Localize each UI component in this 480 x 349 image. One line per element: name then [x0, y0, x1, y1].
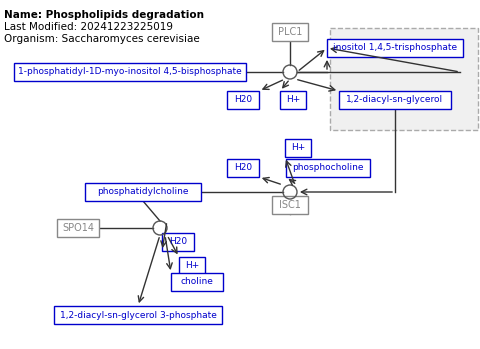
Bar: [227, 91, 259, 109]
Bar: [286, 159, 370, 177]
Bar: [54, 306, 222, 324]
Text: H+: H+: [185, 261, 199, 270]
Text: 1-phosphatidyl-1D-myo-inositol 4,5-bisphosphate: 1-phosphatidyl-1D-myo-inositol 4,5-bisph…: [18, 67, 242, 76]
Text: choline: choline: [180, 277, 214, 287]
Text: H20: H20: [234, 96, 252, 104]
Text: phosphatidylcholine: phosphatidylcholine: [97, 187, 189, 196]
Text: H+: H+: [286, 96, 300, 104]
Bar: [272, 23, 308, 41]
Text: 1,2-diacyl-sn-glycerol 3-phosphate: 1,2-diacyl-sn-glycerol 3-phosphate: [60, 311, 216, 319]
Bar: [327, 39, 463, 57]
Text: phosphocholine: phosphocholine: [292, 163, 364, 172]
Bar: [227, 159, 259, 177]
Text: H20: H20: [169, 238, 187, 246]
Text: Organism: Saccharomyces cerevisiae: Organism: Saccharomyces cerevisiae: [4, 34, 200, 44]
Bar: [285, 139, 311, 157]
Text: SPO14: SPO14: [62, 223, 94, 233]
Text: H+: H+: [291, 143, 305, 153]
Text: PLC1: PLC1: [278, 27, 302, 37]
Bar: [171, 273, 223, 291]
Bar: [179, 257, 205, 275]
Bar: [85, 183, 201, 201]
Bar: [57, 219, 99, 237]
Bar: [14, 63, 246, 81]
Bar: [272, 196, 308, 214]
Bar: [339, 91, 451, 109]
Bar: [330, 28, 478, 130]
Text: 1,2-diacyl-sn-glycerol: 1,2-diacyl-sn-glycerol: [347, 96, 444, 104]
Text: inositol 1,4,5-trisphosphate: inositol 1,4,5-trisphosphate: [333, 44, 457, 52]
Text: ISC1: ISC1: [279, 200, 301, 210]
Text: H20: H20: [234, 163, 252, 172]
Text: Last Modified: 20241223225019: Last Modified: 20241223225019: [4, 22, 173, 32]
Bar: [162, 233, 194, 251]
Text: Name: Phospholipids degradation: Name: Phospholipids degradation: [4, 10, 204, 20]
Bar: [280, 91, 306, 109]
